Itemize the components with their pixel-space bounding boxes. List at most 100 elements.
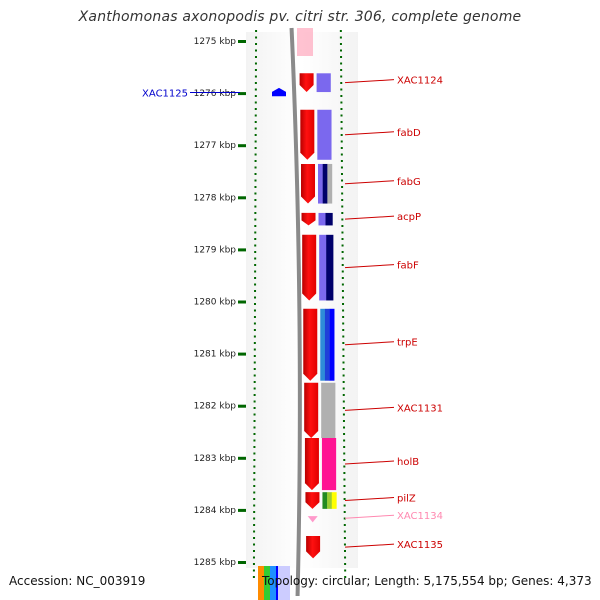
ruler-dot-right xyxy=(342,322,345,325)
ruler-dot xyxy=(253,368,256,370)
backbone-line xyxy=(289,27,302,597)
gene-XAC1134[interactable] xyxy=(307,516,318,523)
gene-XAC1124[interactable] xyxy=(299,73,331,93)
ruler-dot-right xyxy=(341,283,344,286)
gene-labels[interactable]: XAC1124 fabD fabG acpP fabF trpE XAC1131 holB pi… xyxy=(142,76,443,551)
ruler-dot-right xyxy=(339,49,342,52)
gene-fabD[interactable] xyxy=(300,109,332,160)
gene-track[interactable] xyxy=(272,28,337,559)
gene-leader-line xyxy=(344,514,395,519)
cog-color-bar xyxy=(321,382,336,439)
gene-XAC1135[interactable] xyxy=(306,535,321,559)
ruler-dot xyxy=(254,56,257,58)
ruler-dot xyxy=(254,62,257,65)
ruler-dot xyxy=(253,530,256,533)
ruler-dot xyxy=(253,472,256,474)
ruler-dot-right xyxy=(341,277,344,279)
ruler-dot xyxy=(253,439,256,442)
gene-arrow[interactable] xyxy=(301,212,316,226)
ruler-dot-right xyxy=(343,504,346,507)
gene-fabF[interactable] xyxy=(302,234,334,301)
gene-acpP[interactable] xyxy=(301,212,333,226)
gene-arrow[interactable] xyxy=(306,535,321,559)
ruler-tick-label: 1283 kbp xyxy=(194,454,237,464)
ruler-dot-right xyxy=(340,173,343,175)
gene-arrow[interactable] xyxy=(303,308,318,381)
gene-arrow[interactable] xyxy=(272,87,286,97)
ruler-tick-label: 1278 kbp xyxy=(194,193,237,203)
ruler-dot-right xyxy=(344,550,346,552)
gene-leader-line xyxy=(344,215,395,220)
gene-label-fabG[interactable]: fabG xyxy=(397,177,421,188)
gene-label-trpE[interactable]: trpE xyxy=(397,338,418,349)
ruler-dot xyxy=(253,374,256,377)
gene-label-XAC1135[interactable]: XAC1135 xyxy=(397,540,443,551)
chromosome-backbone xyxy=(289,27,302,597)
cog-color-bar xyxy=(319,234,327,301)
gene-arrow[interactable] xyxy=(302,234,317,301)
gene-trpE[interactable] xyxy=(303,308,335,381)
ruler-dot xyxy=(254,212,257,214)
ruler-dot xyxy=(253,413,256,416)
gene-arrow[interactable] xyxy=(300,109,315,160)
gene-label-acpP[interactable]: acpP xyxy=(397,212,421,223)
legend-swatch xyxy=(270,566,276,600)
ruler-dot xyxy=(254,173,257,175)
ruler-dot-right xyxy=(341,179,344,182)
cog-color-bar xyxy=(322,163,328,204)
gene-label-XAC1131[interactable]: XAC1131 xyxy=(397,403,443,414)
ruler-dot-right xyxy=(341,225,344,227)
gene-arrow[interactable] xyxy=(305,492,320,509)
ruler-dot-right xyxy=(340,114,343,117)
ruler-dot xyxy=(253,446,256,448)
gene-fabG[interactable] xyxy=(301,163,333,204)
ruler-dot xyxy=(254,225,257,227)
gene-pilZ[interactable] xyxy=(305,492,337,509)
ruler-tick-label: 1280 kbp xyxy=(194,298,237,308)
ruler-dot xyxy=(253,452,256,455)
ruler-dot xyxy=(254,121,257,123)
gene-arrow[interactable] xyxy=(307,516,318,523)
gene-label-fabF[interactable]: fabF xyxy=(397,261,419,272)
ruler-dot xyxy=(253,394,256,396)
gene-arrow[interactable] xyxy=(304,438,319,491)
ruler-dot-right xyxy=(341,257,344,260)
ruler-dot xyxy=(254,108,257,110)
gene-arrow[interactable] xyxy=(299,73,314,93)
ruler-dot-right xyxy=(343,485,346,487)
ruler-dot-right xyxy=(343,452,346,455)
ruler-dot-right xyxy=(341,244,344,247)
ruler-dot xyxy=(253,335,256,338)
cog-color-bar xyxy=(321,438,337,491)
cog-color-bar xyxy=(317,109,332,160)
ruler-dot-right xyxy=(343,446,346,448)
gene-holB[interactable] xyxy=(304,438,337,491)
gene-XAC1131[interactable] xyxy=(304,382,336,439)
cog-legend-strip xyxy=(258,566,290,600)
gene-label-XAC1124[interactable]: XAC1124 xyxy=(397,76,443,87)
gene-leader-line xyxy=(344,79,395,84)
ruler-dot-right xyxy=(340,121,343,123)
ruler-dot-right xyxy=(340,95,343,97)
ruler-dot xyxy=(253,550,255,552)
gene-label-XAC1125[interactable]: XAC1125 xyxy=(142,89,188,100)
ruler-dot xyxy=(254,153,257,156)
ruler-dot-right xyxy=(341,199,344,201)
gene-label-XAC1134[interactable]: XAC1134 xyxy=(397,511,443,522)
gene-label-pilZ[interactable]: pilZ xyxy=(397,494,416,505)
ruler-dot xyxy=(253,498,256,500)
ruler-dot xyxy=(254,238,257,240)
ruler-dot-right xyxy=(343,524,346,526)
gene-leader-line xyxy=(344,406,395,411)
gene-label-holB[interactable]: holB xyxy=(397,457,419,468)
ruler-tick-label: 1285 kbp xyxy=(194,558,237,568)
gene-arrow[interactable] xyxy=(301,163,316,204)
gene-arrow[interactable] xyxy=(304,382,319,439)
ruler-dot xyxy=(253,407,256,409)
ruler-dot xyxy=(254,127,257,130)
ruler-tick-label: 1281 kbp xyxy=(194,350,237,360)
gene-label-fabD[interactable]: fabD xyxy=(397,128,421,139)
gene-XAC1125[interactable] xyxy=(272,87,286,97)
cog-color-bar xyxy=(320,308,326,381)
